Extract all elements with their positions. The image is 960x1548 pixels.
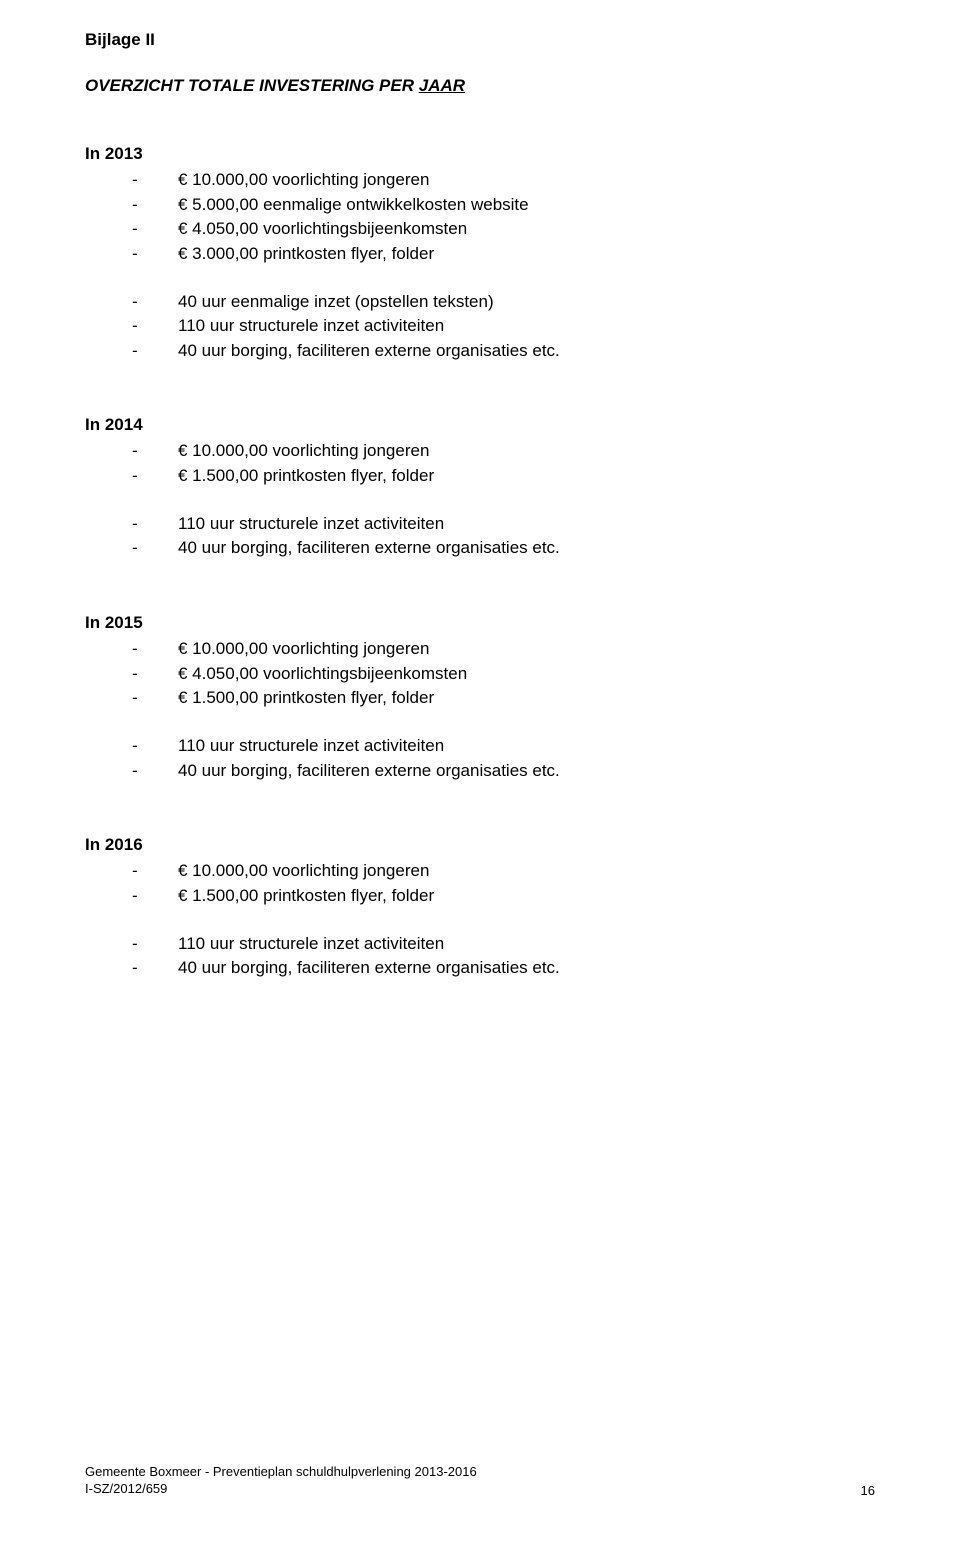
list-item: 40 uur borging, faciliteren externe orga… [132, 956, 875, 981]
list-item: € 10.000,00 voorlichting jongeren [132, 168, 875, 193]
items-list: € 10.000,00 voorlichting jongeren € 5.00… [85, 168, 875, 267]
section-2015: In 2015 € 10.000,00 voorlichting jongere… [85, 613, 875, 783]
document-page: Bijlage II OVERZICHT TOTALE INVESTERING … [0, 0, 960, 981]
items-list: 110 uur structurele inzet activiteiten 4… [85, 512, 875, 561]
footer-line1: Gemeente Boxmeer - Preventieplan schuldh… [85, 1463, 477, 1481]
section-2016: In 2016 € 10.000,00 voorlichting jongere… [85, 835, 875, 981]
list-item: 110 uur structurele inzet activiteiten [132, 734, 875, 759]
list-item: € 1.500,00 printkosten flyer, folder [132, 464, 875, 489]
list-item: € 5.000,00 eenmalige ontwikkelkosten web… [132, 193, 875, 218]
section-2014: In 2014 € 10.000,00 voorlichting jongere… [85, 415, 875, 561]
list-item: 110 uur structurele inzet activiteiten [132, 932, 875, 957]
list-item: 40 uur borging, faciliteren externe orga… [132, 536, 875, 561]
items-list: 40 uur eenmalige inzet (opstellen tekste… [85, 290, 875, 364]
list-item: € 10.000,00 voorlichting jongeren [132, 439, 875, 464]
items-list: 110 uur structurele inzet activiteiten 4… [85, 734, 875, 783]
section-2013: In 2013 € 10.000,00 voorlichting jongere… [85, 144, 875, 363]
list-item: 110 uur structurele inzet activiteiten [132, 512, 875, 537]
section-heading: In 2015 [85, 613, 875, 633]
footer-line2: I-SZ/2012/659 [85, 1480, 477, 1498]
section-heading: In 2016 [85, 835, 875, 855]
items-list: € 10.000,00 voorlichting jongeren € 1.50… [85, 859, 875, 908]
items-list: € 10.000,00 voorlichting jongeren € 1.50… [85, 439, 875, 488]
subtitle: OVERZICHT TOTALE INVESTERING PER JAAR [85, 76, 875, 96]
list-item: € 1.500,00 printkosten flyer, folder [132, 884, 875, 909]
appendix-title: Bijlage II [85, 30, 875, 50]
items-list: 110 uur structurele inzet activiteiten 4… [85, 932, 875, 981]
page-number: 16 [861, 1483, 875, 1498]
section-heading: In 2014 [85, 415, 875, 435]
list-item: € 1.500,00 printkosten flyer, folder [132, 686, 875, 711]
subtitle-underlined: JAAR [419, 76, 465, 95]
list-item: € 3.000,00 printkosten flyer, folder [132, 242, 875, 267]
list-item: € 4.050,00 voorlichtingsbijeenkomsten [132, 217, 875, 242]
items-list: € 10.000,00 voorlichting jongeren € 4.05… [85, 637, 875, 711]
footer-left: Gemeente Boxmeer - Preventieplan schuldh… [85, 1463, 477, 1498]
list-item: € 10.000,00 voorlichting jongeren [132, 637, 875, 662]
subtitle-prefix: OVERZICHT TOTALE INVESTERING PER [85, 76, 419, 95]
list-item: 40 uur eenmalige inzet (opstellen tekste… [132, 290, 875, 315]
list-item: 40 uur borging, faciliteren externe orga… [132, 339, 875, 364]
section-heading: In 2013 [85, 144, 875, 164]
page-footer: Gemeente Boxmeer - Preventieplan schuldh… [85, 1463, 875, 1498]
list-item: € 10.000,00 voorlichting jongeren [132, 859, 875, 884]
list-item: 110 uur structurele inzet activiteiten [132, 314, 875, 339]
list-item: 40 uur borging, faciliteren externe orga… [132, 759, 875, 784]
list-item: € 4.050,00 voorlichtingsbijeenkomsten [132, 662, 875, 687]
